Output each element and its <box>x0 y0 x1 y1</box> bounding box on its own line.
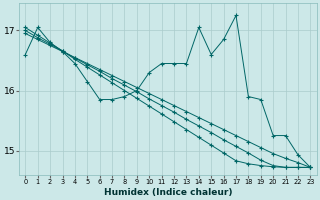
X-axis label: Humidex (Indice chaleur): Humidex (Indice chaleur) <box>104 188 232 197</box>
